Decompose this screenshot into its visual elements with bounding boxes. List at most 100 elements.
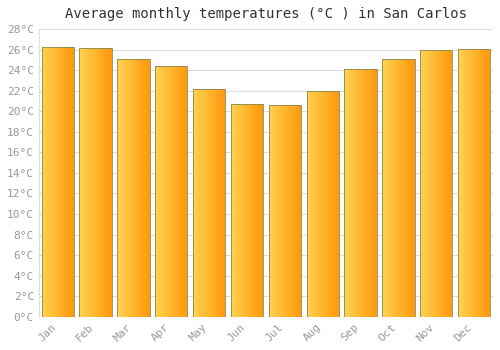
- Bar: [480, 49, 482, 317]
- Bar: [108, 48, 110, 317]
- Bar: [181, 66, 182, 317]
- Bar: [45, 47, 46, 317]
- Bar: [256, 104, 258, 317]
- Bar: [72, 47, 74, 317]
- Bar: [306, 91, 308, 317]
- Bar: [107, 48, 108, 317]
- Bar: [242, 104, 244, 317]
- Bar: [466, 49, 468, 317]
- Bar: [122, 59, 124, 317]
- Bar: [476, 49, 478, 317]
- Bar: [382, 59, 384, 317]
- Bar: [433, 50, 434, 317]
- Bar: [211, 89, 212, 317]
- Bar: [394, 59, 395, 317]
- Bar: [448, 50, 449, 317]
- Bar: [86, 48, 88, 317]
- Bar: [262, 104, 263, 317]
- Bar: [458, 49, 460, 317]
- Bar: [387, 59, 389, 317]
- Bar: [99, 48, 100, 317]
- Bar: [143, 59, 144, 317]
- Bar: [184, 66, 186, 317]
- Bar: [178, 66, 180, 317]
- Bar: [100, 48, 102, 317]
- Bar: [164, 66, 165, 317]
- Bar: [358, 69, 359, 317]
- Bar: [364, 69, 366, 317]
- Bar: [413, 59, 414, 317]
- Bar: [136, 59, 138, 317]
- Bar: [194, 89, 196, 317]
- Bar: [204, 89, 206, 317]
- Bar: [488, 49, 490, 317]
- Bar: [238, 104, 239, 317]
- Bar: [331, 91, 332, 317]
- Bar: [294, 105, 296, 317]
- Bar: [316, 91, 318, 317]
- Bar: [80, 48, 81, 317]
- Bar: [118, 59, 119, 317]
- Bar: [138, 59, 140, 317]
- Bar: [58, 47, 59, 317]
- Bar: [140, 59, 141, 317]
- Bar: [386, 59, 387, 317]
- Bar: [348, 69, 350, 317]
- Bar: [162, 66, 164, 317]
- Bar: [308, 91, 310, 317]
- Bar: [94, 48, 96, 317]
- Bar: [201, 89, 202, 317]
- Bar: [462, 49, 463, 317]
- Bar: [283, 105, 285, 317]
- Bar: [258, 104, 260, 317]
- Bar: [127, 59, 128, 317]
- Bar: [449, 50, 451, 317]
- Bar: [206, 89, 208, 317]
- Bar: [428, 50, 430, 317]
- Bar: [64, 47, 66, 317]
- Bar: [470, 49, 471, 317]
- Bar: [280, 105, 281, 317]
- Bar: [344, 69, 346, 317]
- Bar: [312, 91, 313, 317]
- Bar: [172, 66, 173, 317]
- Bar: [346, 69, 348, 317]
- Bar: [214, 89, 216, 317]
- Bar: [126, 59, 127, 317]
- Bar: [260, 104, 262, 317]
- Bar: [208, 89, 209, 317]
- Bar: [50, 47, 51, 317]
- Bar: [81, 48, 82, 317]
- Bar: [209, 89, 211, 317]
- Bar: [248, 104, 250, 317]
- Bar: [390, 59, 392, 317]
- Bar: [446, 50, 448, 317]
- Bar: [395, 59, 397, 317]
- Bar: [486, 49, 487, 317]
- Bar: [134, 59, 135, 317]
- Bar: [132, 59, 134, 317]
- Bar: [202, 89, 204, 317]
- Bar: [270, 105, 272, 317]
- Bar: [424, 50, 425, 317]
- Bar: [334, 91, 336, 317]
- Bar: [442, 50, 444, 317]
- Bar: [236, 104, 238, 317]
- Bar: [444, 50, 446, 317]
- Bar: [146, 59, 148, 317]
- Bar: [110, 48, 112, 317]
- Bar: [48, 47, 50, 317]
- Bar: [170, 66, 172, 317]
- Bar: [176, 66, 178, 317]
- Bar: [366, 69, 367, 317]
- Bar: [166, 66, 168, 317]
- Bar: [420, 50, 422, 317]
- Bar: [130, 59, 132, 317]
- Bar: [463, 49, 464, 317]
- Bar: [352, 69, 354, 317]
- Bar: [68, 47, 69, 317]
- Bar: [220, 89, 222, 317]
- Bar: [278, 105, 280, 317]
- Bar: [293, 105, 294, 317]
- Bar: [392, 59, 394, 317]
